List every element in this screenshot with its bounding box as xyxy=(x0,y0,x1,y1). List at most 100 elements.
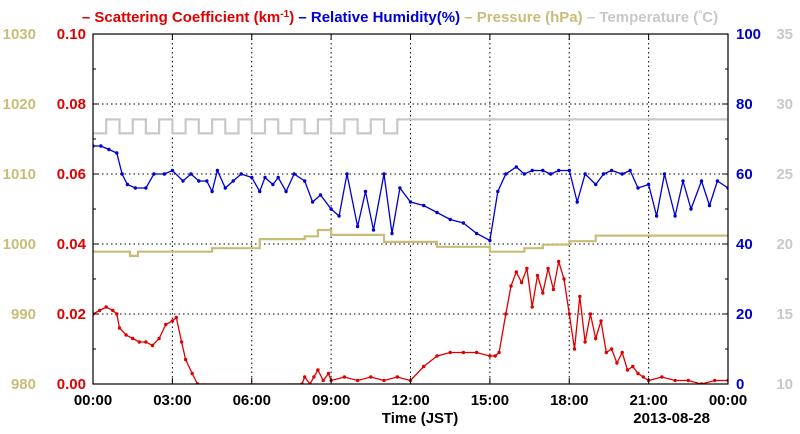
data-point-scattering xyxy=(164,322,168,327)
data-point-humidity xyxy=(504,172,508,176)
data-point-scattering xyxy=(572,347,577,351)
data-point-humidity xyxy=(152,172,156,176)
data-point-humidity xyxy=(646,182,651,187)
series-pressure xyxy=(93,228,728,257)
data-point-humidity xyxy=(583,172,587,176)
data-point-scattering xyxy=(594,336,598,341)
data-point-scattering xyxy=(115,312,119,316)
scattering-tick-label: 0.08 xyxy=(57,96,86,113)
data-point-scattering xyxy=(179,340,184,344)
data-point-scattering xyxy=(525,266,529,271)
data-point-scattering xyxy=(150,343,155,348)
data-point-humidity xyxy=(636,186,640,190)
data-point-humidity xyxy=(689,207,693,211)
x-tick-label: 15:00 xyxy=(471,392,509,409)
data-point-humidity xyxy=(271,182,275,187)
data-point-scattering xyxy=(620,350,624,355)
legend-superscript: -1 xyxy=(280,9,289,20)
data-point-humidity xyxy=(162,172,167,176)
data-point-humidity xyxy=(707,203,712,208)
data-point-humidity xyxy=(263,175,267,180)
x-tick-label: 03:00 xyxy=(153,392,191,409)
data-point-scattering xyxy=(615,361,619,365)
series-humidity xyxy=(93,144,728,243)
legend-label: Pressure (hPa) xyxy=(477,9,583,26)
data-point-scattering xyxy=(321,378,325,383)
data-point-scattering xyxy=(497,350,501,355)
data-point-humidity xyxy=(398,186,402,190)
data-point-scattering xyxy=(97,308,102,313)
legend-label: Scattering Coefficient (km xyxy=(94,9,280,26)
data-point-scattering xyxy=(312,375,316,379)
data-point-scattering xyxy=(583,340,587,344)
data-point-humidity xyxy=(530,168,534,173)
data-point-scattering xyxy=(551,287,556,292)
data-point-humidity xyxy=(609,168,614,173)
series-line-pressure xyxy=(93,228,728,257)
series-layer xyxy=(93,118,728,384)
scattering-tick-label: 0.10 xyxy=(57,26,86,43)
legend-suffix: C) xyxy=(702,9,718,26)
data-point-scattering xyxy=(488,354,492,358)
legend-suffix: ) xyxy=(289,9,294,26)
temperature-tick-label: 35 xyxy=(776,26,793,43)
data-point-humidity xyxy=(654,214,659,218)
data-point-humidity xyxy=(284,189,288,194)
data-point-scattering xyxy=(567,312,571,316)
data-point-humidity xyxy=(541,168,545,173)
data-point-scattering xyxy=(509,284,513,288)
pressure-tick-label: 990 xyxy=(11,306,36,323)
series-temperature xyxy=(93,118,728,135)
data-point-scattering xyxy=(660,375,664,379)
data-point-scattering xyxy=(355,378,360,383)
data-point-humidity xyxy=(223,186,227,190)
data-point-humidity xyxy=(276,175,280,180)
humidity-tick-label: 60 xyxy=(736,166,753,183)
pressure-tick-label: 1020 xyxy=(3,96,36,113)
data-point-humidity xyxy=(115,151,119,155)
data-point-scattering xyxy=(493,354,497,358)
data-point-humidity xyxy=(488,238,492,243)
data-point-scattering xyxy=(183,357,188,362)
data-point-humidity xyxy=(181,179,185,183)
data-point-humidity xyxy=(99,144,103,148)
data-point-scattering xyxy=(599,319,603,323)
data-point-humidity xyxy=(715,179,720,183)
humidity-tick-label: 20 xyxy=(736,306,753,323)
data-point-scattering xyxy=(631,364,635,369)
x-tick-label: 21:00 xyxy=(629,392,667,409)
data-point-scattering xyxy=(170,319,175,323)
data-point-humidity xyxy=(435,210,439,215)
data-point-scattering xyxy=(578,294,582,299)
data-point-humidity xyxy=(461,221,466,225)
data-point-scattering xyxy=(562,277,566,281)
data-point-scattering xyxy=(588,312,593,316)
data-point-scattering xyxy=(514,270,518,274)
data-point-humidity xyxy=(170,168,175,173)
data-point-humidity xyxy=(231,179,235,183)
legend-dash: – xyxy=(294,9,311,26)
data-point-humidity xyxy=(107,147,111,152)
data-point-scattering xyxy=(535,273,540,278)
data-point-scattering xyxy=(104,305,108,309)
legend-label: Temperature ( xyxy=(599,9,698,26)
data-point-humidity xyxy=(133,186,137,190)
data-point-humidity xyxy=(422,203,426,208)
x-tick-label: 12:00 xyxy=(391,392,429,409)
data-point-scattering xyxy=(326,371,331,376)
data-point-scattering xyxy=(713,378,717,383)
data-point-humidity xyxy=(210,189,214,194)
data-point-scattering xyxy=(530,305,534,309)
data-point-scattering xyxy=(303,375,307,379)
data-point-scattering xyxy=(448,350,452,355)
data-point-humidity xyxy=(355,224,360,229)
data-point-humidity xyxy=(292,172,296,176)
pressure-tick-label: 1010 xyxy=(3,166,36,183)
data-point-humidity xyxy=(620,172,624,176)
data-point-scattering xyxy=(641,375,645,379)
humidity-tick-label: 100 xyxy=(736,26,761,43)
data-point-humidity xyxy=(125,182,130,187)
temperature-tick-label: 10 xyxy=(776,376,793,393)
data-point-scattering xyxy=(504,312,508,316)
